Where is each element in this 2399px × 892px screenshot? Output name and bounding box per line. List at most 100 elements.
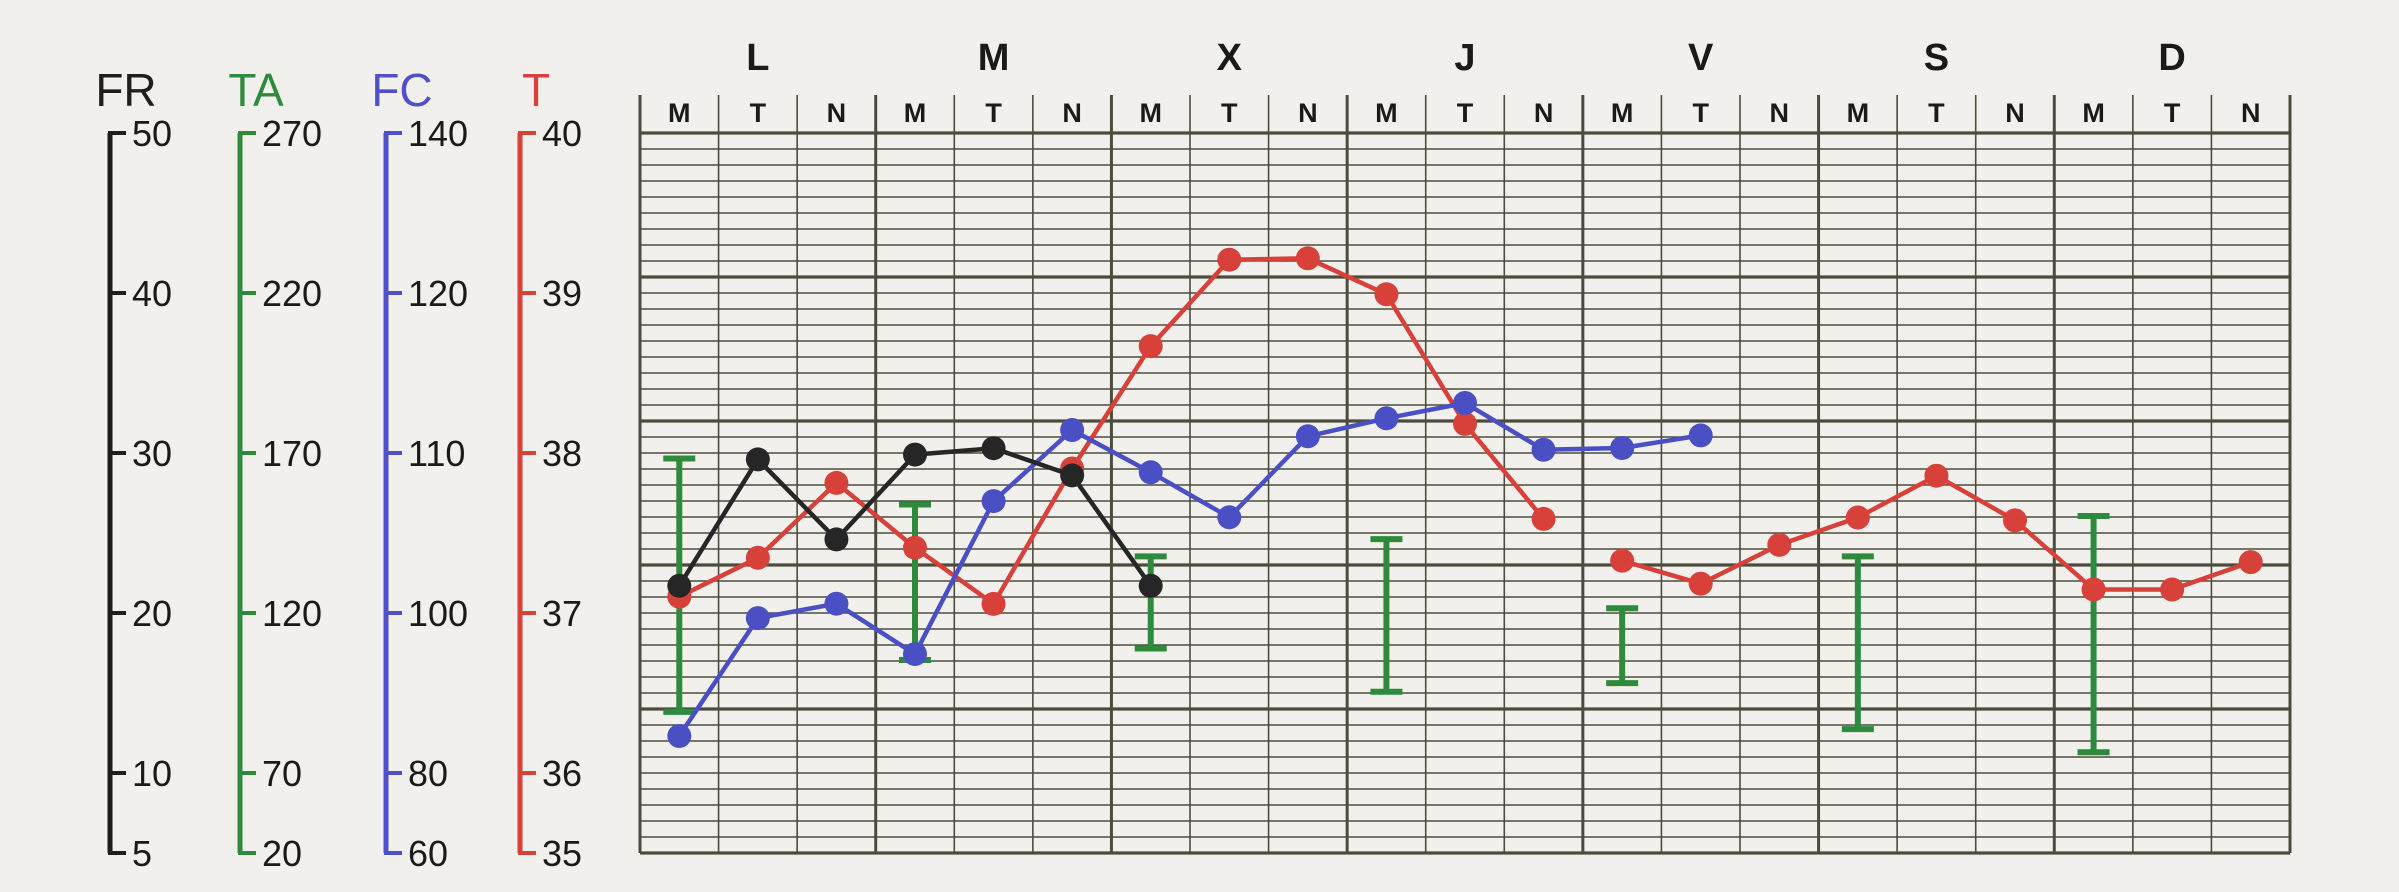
shift-label: T	[750, 98, 767, 128]
scale-tick-label: 110	[408, 433, 465, 474]
scale-tick-label: 70	[262, 753, 302, 794]
shift-label: N	[2005, 98, 2025, 128]
shift-label: N	[1062, 98, 1082, 128]
series-t-point	[1688, 571, 1713, 596]
series-fc-point	[1060, 418, 1085, 442]
shift-label: M	[904, 98, 927, 128]
ta-bar	[1841, 553, 1874, 733]
scale-tick-label: 40	[542, 113, 582, 154]
scale-title-fr: FR	[95, 64, 156, 116]
shift-label: M	[2082, 98, 2105, 128]
series-fr-point	[1138, 573, 1163, 598]
scale-tick-label: 100	[408, 593, 468, 634]
series-t-point	[2003, 508, 2027, 533]
blood-pressure-bars	[663, 455, 2110, 756]
scale-title-ta: TA	[228, 64, 284, 116]
scale-tick-label: 5	[132, 833, 152, 874]
series-t-point	[903, 535, 927, 560]
series-fr-point	[903, 442, 927, 467]
series-fc-point	[903, 642, 927, 667]
shift-label: N	[1770, 98, 1790, 128]
series-fr-point	[824, 527, 849, 552]
series-t-point	[2238, 550, 2263, 575]
ta-bar	[1606, 605, 1639, 687]
series-t-line	[678, 256, 1546, 607]
shift-label: T	[1928, 98, 1945, 128]
shift-label: N	[2241, 98, 2261, 128]
scale-tick-label: 20	[262, 833, 302, 874]
series-t-point	[1217, 247, 1242, 272]
series-fr-point	[981, 436, 1006, 461]
scale-tick-label: 20	[132, 593, 172, 634]
series-fc-point	[1138, 460, 1163, 485]
scale-tick-label: 35	[542, 833, 582, 874]
series-fc-point	[1610, 436, 1635, 460]
series-t-point	[1374, 282, 1399, 307]
shift-label: T	[2164, 98, 2181, 128]
series-t-point	[1924, 463, 1949, 488]
scale-tick-label: 60	[408, 833, 448, 874]
series-t-point	[2160, 577, 2185, 602]
scale-tick-label: 30	[132, 433, 172, 474]
series-fc-point	[1688, 423, 1713, 448]
shift-label: M	[1847, 98, 1870, 128]
day-label: S	[1924, 37, 1949, 79]
scale-tick-label: 10	[132, 753, 172, 794]
series-t-point	[1531, 506, 1556, 531]
series-fr-point	[1060, 463, 1085, 488]
series-fc-point	[1217, 505, 1242, 530]
series-t-point	[981, 591, 1006, 616]
series-t-point	[1610, 548, 1635, 573]
shift-label: T	[1457, 98, 1474, 128]
series-fc-point	[1531, 437, 1556, 462]
scale-tick-label: 170	[262, 433, 322, 474]
scale-t: T40 39 38 37 36 35	[517, 64, 582, 874]
series-t-point	[1295, 246, 1320, 271]
ta-bar	[2077, 513, 2110, 756]
series-fr	[667, 436, 1163, 598]
day-label: X	[1217, 37, 1243, 79]
shift-label: N	[827, 98, 847, 128]
shift-label: M	[1139, 98, 1162, 128]
ta-bar	[1134, 553, 1167, 652]
series-fc-point	[1374, 406, 1399, 431]
series-t-point	[1453, 411, 1477, 436]
series-t	[667, 246, 2263, 616]
series-t-point	[1767, 532, 1792, 557]
scale-tick-label: 120	[262, 593, 322, 634]
shift-label: M	[1375, 98, 1398, 128]
scale-tick-label: 36	[542, 753, 582, 794]
shift-label: M	[668, 98, 691, 128]
series-fc-line	[677, 400, 1702, 738]
series-fc	[667, 391, 1713, 748]
scale-title-t: T	[522, 64, 550, 116]
shift-label: T	[1221, 98, 1238, 128]
scale-tick-label: 120	[408, 273, 468, 314]
scale-tick-label: 38	[542, 433, 582, 474]
series-fc-point	[824, 591, 849, 616]
scale-tick-label: 37	[542, 593, 582, 634]
series-group	[667, 246, 2263, 748]
shift-label: T	[1692, 98, 1709, 128]
scale-tick-label: 39	[542, 273, 582, 314]
scale-tick-label: 40	[132, 273, 172, 314]
series-t-point	[1138, 334, 1163, 359]
series-t-point	[1845, 505, 1870, 530]
day-label: V	[1688, 37, 1714, 79]
shift-label: N	[1534, 98, 1554, 128]
series-fc-point	[1453, 391, 1477, 415]
day-label: M	[978, 37, 1010, 79]
day-shift-header: L M X J V S DM T N M T N M T N M T N M T N M T N M T N	[668, 37, 2260, 128]
day-label: D	[2158, 37, 2185, 79]
day-label: L	[746, 37, 769, 79]
series-t-point	[2081, 577, 2106, 602]
scale-tick-label: 140	[408, 113, 468, 154]
series-fc-point	[745, 606, 770, 631]
day-label: J	[1454, 37, 1475, 79]
series-t-point	[824, 470, 849, 495]
